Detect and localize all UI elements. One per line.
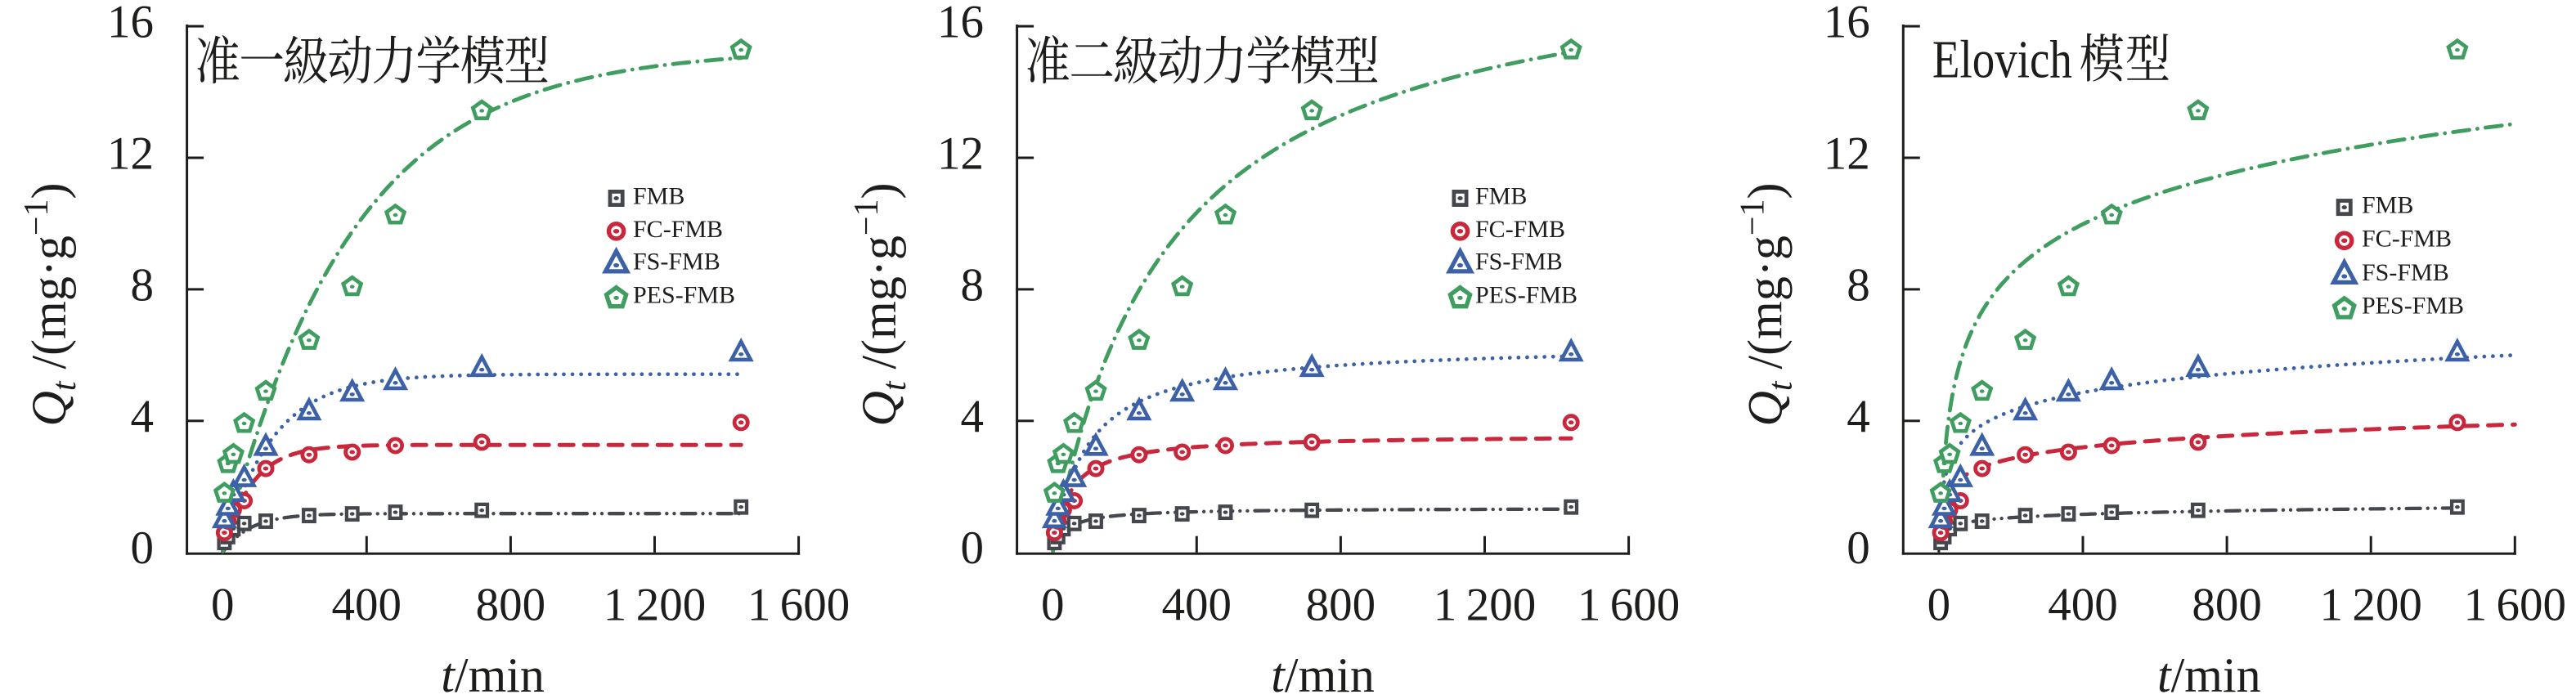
svg-text:4: 4: [131, 391, 155, 442]
svg-text:4: 4: [1847, 391, 1870, 442]
svg-text:t/min: t/min: [2157, 648, 2261, 699]
svg-text:16: 16: [937, 0, 984, 48]
svg-text:400: 400: [1162, 580, 1232, 631]
svg-text:12: 12: [1824, 128, 1870, 180]
svg-text:8: 8: [131, 259, 155, 311]
svg-text:t/min: t/min: [441, 648, 545, 699]
svg-text:PES-FMB: PES-FMB: [633, 282, 735, 309]
svg-text:FS-FMB: FS-FMB: [633, 249, 720, 276]
svg-text:0: 0: [961, 522, 985, 574]
svg-text:FC-FMB: FC-FMB: [1475, 216, 1565, 243]
svg-text:400: 400: [332, 580, 402, 631]
svg-text:16: 16: [107, 0, 154, 48]
svg-text:1 200: 1 200: [604, 580, 706, 631]
svg-text:8: 8: [961, 259, 985, 311]
svg-text:FMB: FMB: [2362, 192, 2413, 219]
svg-text:1 200: 1 200: [2319, 580, 2421, 631]
svg-text:Qt /(mg·g−1): Qt /(mg·g−1): [1735, 183, 1800, 427]
svg-text:12: 12: [937, 128, 984, 180]
svg-text:4: 4: [961, 391, 985, 442]
svg-text:0: 0: [1041, 580, 1065, 631]
svg-text:800: 800: [2192, 580, 2262, 631]
svg-text:1 600: 1 600: [747, 580, 850, 631]
svg-text:FS-FMB: FS-FMB: [2362, 259, 2449, 286]
svg-text:FS-FMB: FS-FMB: [1475, 249, 1563, 276]
svg-text:800: 800: [1306, 580, 1376, 631]
svg-text:Elovich: Elovich: [1932, 29, 2072, 89]
svg-text:PES-FMB: PES-FMB: [1475, 282, 1577, 309]
svg-text:1 600: 1 600: [2464, 580, 2566, 631]
svg-text:PES-FMB: PES-FMB: [2362, 293, 2464, 320]
svg-text:0: 0: [1847, 522, 1870, 574]
svg-text:800: 800: [476, 580, 546, 631]
svg-text:12: 12: [107, 128, 154, 180]
svg-text:0: 0: [211, 580, 235, 631]
svg-text:Qt /(mg·g−1): Qt /(mg·g−1): [18, 183, 83, 427]
svg-text:1 600: 1 600: [1577, 580, 1680, 631]
svg-text:0: 0: [131, 522, 155, 574]
svg-text:8: 8: [1847, 259, 1870, 311]
svg-text:400: 400: [2048, 580, 2118, 631]
svg-text:t/min: t/min: [1271, 648, 1375, 699]
svg-text:FC-FMB: FC-FMB: [2362, 225, 2452, 252]
svg-text:FMB: FMB: [633, 183, 684, 210]
svg-text:16: 16: [1824, 0, 1870, 48]
svg-text:FMB: FMB: [1475, 183, 1527, 210]
svg-text:0: 0: [1928, 580, 1951, 631]
svg-text:1 200: 1 200: [1434, 580, 1536, 631]
svg-text:FC-FMB: FC-FMB: [633, 216, 723, 243]
svg-text:Qt /(mg·g−1): Qt /(mg·g−1): [848, 183, 913, 427]
